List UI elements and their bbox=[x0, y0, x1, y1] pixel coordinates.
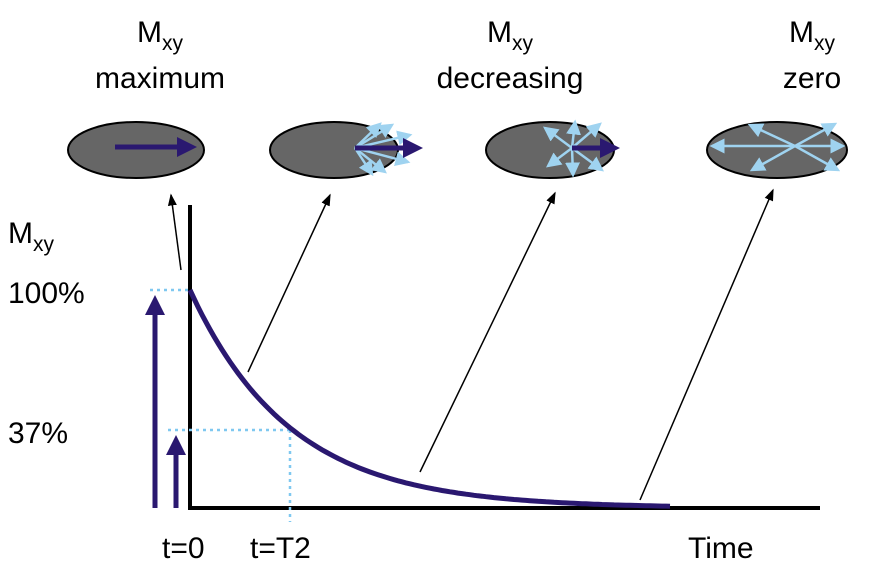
spin-disk bbox=[67, 121, 205, 179]
spoke bbox=[353, 147, 374, 177]
x-label: t=T2 bbox=[250, 532, 311, 565]
state-symbol: Mxy bbox=[137, 16, 184, 55]
spoke bbox=[794, 122, 838, 148]
y-axis-title: Mxy bbox=[8, 217, 55, 256]
spin-disk bbox=[706, 121, 848, 179]
spin-spokes bbox=[709, 122, 846, 172]
symbol: M bbox=[487, 16, 512, 49]
spoke bbox=[749, 144, 796, 172]
subscript: xy bbox=[512, 32, 534, 55]
x-axis-title: Time bbox=[688, 532, 754, 565]
decay-curve bbox=[187, 288, 671, 509]
subscript: xy bbox=[814, 32, 836, 55]
y-label: 100% bbox=[8, 277, 85, 310]
subscript: xy bbox=[33, 233, 55, 256]
state-label: decreasing bbox=[437, 62, 584, 95]
spoke bbox=[542, 126, 573, 150]
state-symbol: Mxy bbox=[487, 16, 534, 55]
pointer-line bbox=[419, 191, 556, 473]
symbol: M bbox=[789, 16, 814, 49]
state-symbol: Mxy bbox=[789, 16, 836, 55]
pointer-line bbox=[639, 188, 774, 501]
subscript: xy bbox=[162, 32, 184, 55]
symbol: M bbox=[137, 16, 162, 49]
spin-spokes bbox=[542, 119, 605, 178]
spoke bbox=[571, 146, 605, 172]
spoke bbox=[546, 147, 573, 168]
y-label: 37% bbox=[8, 417, 68, 450]
state-label: maximum bbox=[95, 62, 225, 95]
spoke bbox=[571, 122, 602, 149]
spoke bbox=[747, 123, 796, 148]
symbol: M bbox=[8, 217, 33, 250]
state-label: zero bbox=[783, 62, 841, 95]
pointer-line bbox=[247, 193, 331, 373]
spoke bbox=[354, 122, 382, 149]
spoke bbox=[566, 119, 582, 149]
x-label: t=0 bbox=[162, 532, 205, 565]
pointer-line bbox=[167, 193, 182, 271]
spoke bbox=[565, 147, 581, 178]
spoke bbox=[794, 144, 841, 172]
